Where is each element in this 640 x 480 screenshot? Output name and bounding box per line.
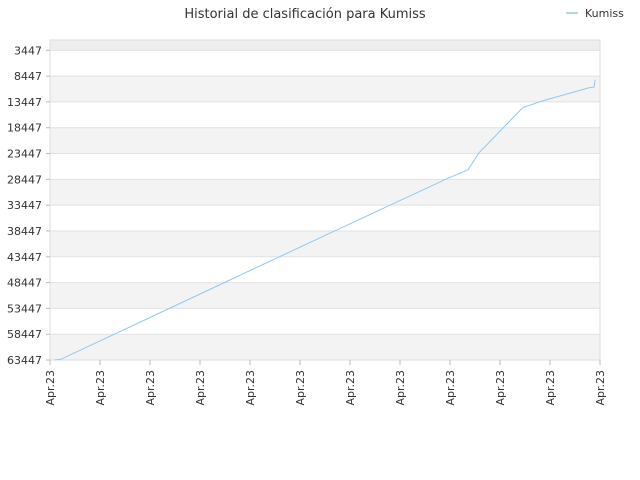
y-tick-label: 8447 xyxy=(14,70,42,83)
y-tick-label: 33447 xyxy=(7,199,42,212)
x-tick-label: Apr.23 xyxy=(394,370,407,406)
plot-band xyxy=(50,153,600,180)
y-tick-label: 18447 xyxy=(7,122,42,135)
x-tick-label: Apr.23 xyxy=(344,370,357,406)
plot-border xyxy=(49,39,601,361)
plot-band xyxy=(50,308,600,335)
series-line-kumiss xyxy=(54,79,596,361)
x-tick-label: Apr.23 xyxy=(594,370,607,406)
legend-label-kumiss[interactable]: Kumiss xyxy=(585,7,624,20)
y-tick-label: 13447 xyxy=(7,96,42,109)
plot-band xyxy=(50,76,600,102)
x-tick-label: Apr.23 xyxy=(244,370,257,406)
y-tick-label: 28447 xyxy=(7,173,42,186)
y-tick-label: 38447 xyxy=(7,225,42,238)
plot-band xyxy=(50,101,600,128)
y-tick-label: 63447 xyxy=(7,354,42,367)
x-tick-label: Apr.23 xyxy=(44,370,57,406)
x-tick-label: Apr.23 xyxy=(494,370,507,406)
y-tick-label: 53447 xyxy=(7,302,42,315)
plot-band xyxy=(50,256,600,283)
plot-band xyxy=(50,40,600,51)
plot-band xyxy=(50,179,600,206)
x-tick-label: Apr.23 xyxy=(144,370,157,406)
x-tick-label: Apr.23 xyxy=(444,370,457,406)
x-tick-label: Apr.23 xyxy=(544,370,557,406)
plot-band xyxy=(50,230,600,257)
y-tick-label: 23447 xyxy=(7,148,42,161)
plot-band xyxy=(50,127,600,154)
plot-bands xyxy=(50,40,600,360)
x-tick-label: Apr.23 xyxy=(194,370,207,406)
plot-band xyxy=(50,282,600,309)
x-axis: Apr.23 Apr.23 Apr.23 Apr.23 Apr.23 Apr.23 Apr.… xyxy=(44,360,607,406)
x-tick-label: Apr.23 xyxy=(94,370,107,406)
plot-band xyxy=(50,334,600,360)
x-tick-label: Apr.23 xyxy=(294,370,307,406)
plot-band xyxy=(50,50,600,77)
plot-band xyxy=(50,205,600,231)
y-tick-label: 43447 xyxy=(7,251,42,264)
y-tick-label: 3447 xyxy=(14,44,42,57)
chart-title: Historial de clasificación para Kumiss xyxy=(184,7,426,22)
y-tick-label: 48447 xyxy=(7,277,42,290)
y-tick-label: 58447 xyxy=(7,328,42,341)
y-axis: 3447 8447 13447 18447 23447 28447 33447 38447 43… xyxy=(7,44,50,367)
